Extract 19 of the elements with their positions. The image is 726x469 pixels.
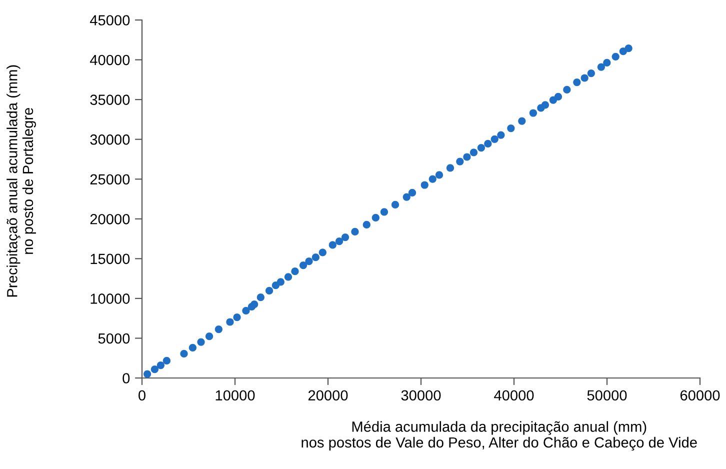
y-axis-title: Precipitaçaõ anual acumulada (mm) no posto de Portalegre [6,65,36,297]
x-tick-label: 20000 [308,390,348,401]
y-tick-label: 40000 [90,54,130,66]
x-tick-label: 10000 [216,390,255,401]
x-tick-label: 0 [138,390,146,401]
y-tick-label: 0 [122,373,130,384]
x-axis-title: Média acumulada da precipitação anual (mm) nos postos de Vale do Peso, Alter do Chão e Cabeço de Vide [302,420,697,451]
y-tick-label: 10000 [90,294,130,304]
y-tick-label: 30000 [90,134,130,145]
x-tick-label: 40000 [494,390,534,401]
y-tick-label: 35000 [90,94,130,105]
y-tick-label: 15000 [90,254,130,264]
y-tick-label: 25000 [90,174,130,185]
x-tick-label: 50000 [587,390,627,401]
x-tick-label: 60000 [680,390,720,401]
y-tick-label: 5000 [98,333,130,344]
y-tick-label: 20000 [90,214,130,224]
x-tick-label: 30000 [401,390,441,401]
y-tick-label: 45000 [90,15,130,26]
